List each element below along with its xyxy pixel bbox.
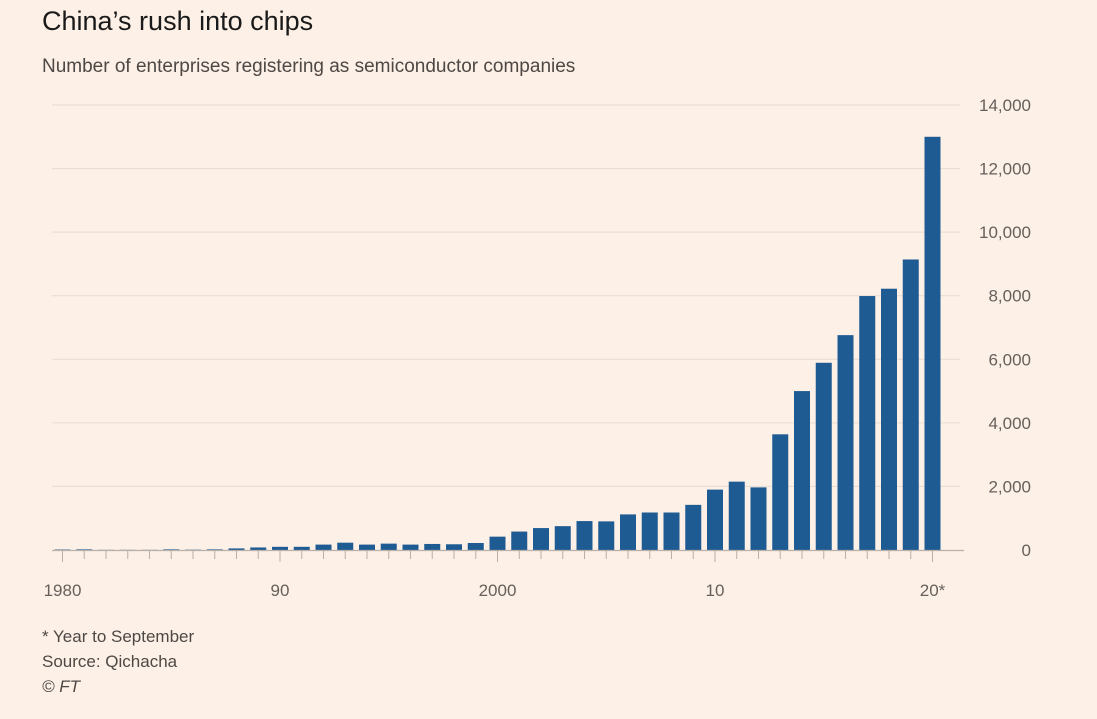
bar: [641, 512, 658, 550]
bar: [837, 335, 854, 550]
bar: [598, 521, 615, 550]
copyright: © FT: [42, 677, 81, 696]
y-tick-label: 8,000: [988, 287, 1031, 306]
bar: [163, 549, 180, 550]
bar: [663, 512, 680, 550]
bar: [206, 549, 223, 550]
x-tick-label: 2000: [479, 581, 517, 600]
bar: [424, 543, 441, 550]
bar: [228, 548, 245, 550]
footnote: * Year to September: [42, 627, 195, 646]
source-note: Source: Qichacha: [42, 652, 178, 671]
bar: [315, 544, 332, 550]
y-tick-label: 0: [1022, 541, 1031, 560]
bar: [511, 531, 528, 550]
bar: [359, 544, 375, 550]
chart-footer: * Year to September Source: Qichacha © F…: [42, 624, 194, 699]
bar: [707, 489, 723, 550]
bars: [54, 136, 941, 551]
chart-title: China’s rush into chips: [42, 6, 314, 36]
bar: [250, 547, 267, 550]
bar: [467, 543, 484, 550]
bar: [750, 487, 767, 550]
y-tick-label: 2,000: [988, 477, 1031, 496]
bar: [293, 546, 310, 550]
bar: [924, 136, 941, 551]
bar: [76, 549, 93, 550]
bar: [402, 544, 419, 550]
bar: [489, 536, 506, 550]
bar: [380, 543, 397, 550]
bar: [337, 542, 354, 550]
bar: [533, 528, 549, 550]
bar: [576, 521, 593, 550]
bar: [446, 544, 462, 550]
y-axis-labels: 0 2,000 4,000 6,000 8,000 10,000 12,000 14,000: [979, 96, 1031, 560]
bar: [620, 514, 636, 550]
y-tick-label: 10,000: [979, 223, 1031, 242]
y-tick-label: 14,000: [979, 96, 1031, 115]
bar: [881, 288, 897, 550]
bar: [554, 526, 571, 550]
x-tick-label: 20*: [920, 581, 946, 600]
x-tick-label: 1980: [44, 581, 82, 600]
bar: [685, 504, 702, 550]
y-tick-label: 4,000: [988, 414, 1031, 433]
bar: [815, 362, 832, 550]
bar: [794, 391, 810, 550]
x-tick-label: 90: [271, 581, 290, 600]
y-tick-label: 6,000: [988, 350, 1031, 369]
bar: [728, 481, 745, 550]
bar: [859, 296, 876, 550]
bar: [772, 434, 789, 550]
x-tick-label: 10: [706, 581, 725, 600]
chart-subtitle: Number of enterprises registering as sem…: [42, 56, 576, 77]
bar: [272, 546, 288, 550]
bar: [902, 259, 919, 550]
y-tick-label: 12,000: [979, 160, 1031, 179]
x-axis: 1980 90 2000 10 20*: [44, 549, 964, 600]
